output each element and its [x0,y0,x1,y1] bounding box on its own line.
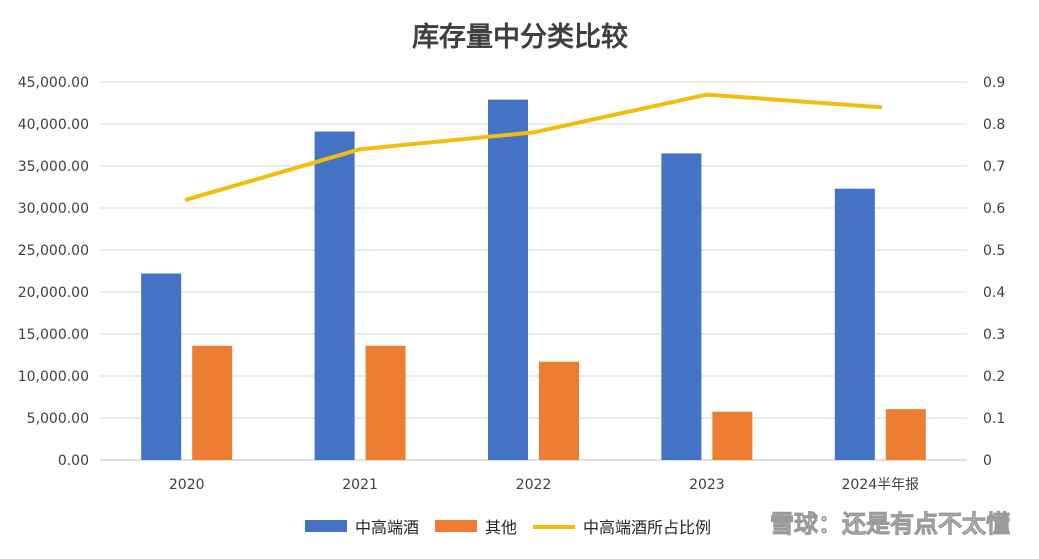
y-right-tick-label: 0.1 [983,411,1005,427]
y-right-tick-label: 0.9 [983,75,1005,91]
bar-other [539,361,579,460]
bar-other [885,409,926,460]
y-left-tick-label: 5,000.00 [27,411,89,427]
gridlines [100,81,967,461]
y-right-tick-label: 0.4 [983,285,1005,301]
chart-title: 库存量中分类比较 [412,21,628,53]
line-point [359,148,361,150]
y-left-tick-label: 20,000.00 [18,285,89,301]
bar-other [712,411,753,460]
bar-high-end [834,188,875,460]
bar-other [365,345,406,460]
y-left-tick-label: 40,000.00 [18,117,89,133]
x-tick-label: 2021 [342,477,378,493]
bar-high-end [661,153,702,460]
x-tick-label: 2024半年报 [841,477,919,493]
legend-label: 其他 [485,518,517,537]
y-left-tick-label: 15,000.00 [18,327,89,343]
bar-other [192,345,233,460]
legend-label: 中高端酒 [355,518,419,537]
y-axis-left: 0.00 5,000.00 10,000.00 15,000.00 20,000.00 2… [18,75,89,469]
y-axis-right: 0 0.1 0.2 0.3 0.4 0.5 0.6 0.7 0.8 0.9 [983,75,1005,469]
y-right-tick-label: 0.6 [983,201,1005,217]
legend-swatch [435,520,478,532]
y-right-tick-label: 0.7 [983,159,1005,175]
bar-high-end [488,99,528,460]
line-point [706,94,708,96]
line-point [533,131,534,133]
y-right-tick-label: 0.3 [983,327,1005,343]
y-right-tick-label: 0.5 [983,243,1005,259]
y-left-tick-label: 35,000.00 [18,159,89,175]
bar-high-end [141,273,182,460]
y-left-tick-label: 10,000.00 [18,369,89,385]
bar-high-end [314,131,355,460]
x-tick-label: 2020 [169,477,205,493]
x-axis: 2020 2021 2022 2023 2024半年报 [169,477,919,493]
watermark: 雪球：还是有点不太懂 [770,510,1010,538]
bars [141,99,926,460]
x-tick-label: 2023 [689,477,725,493]
y-left-tick-label: 30,000.00 [18,201,89,217]
legend-label: 中高端酒所占比例 [583,518,711,537]
line-point [186,199,188,201]
x-tick-label: 2022 [516,477,552,493]
y-left-tick-label: 45,000.00 [18,75,89,91]
legend-swatch [305,520,347,532]
y-left-tick-label: 25,000.00 [18,243,89,259]
y-right-tick-label: 0.2 [983,369,1005,385]
line-point [879,106,881,108]
y-right-tick-label: 0.8 [983,117,1005,133]
legend: 中高端酒 其他 中高端酒所占比例 [305,518,711,537]
y-left-tick-label: 0.00 [58,453,89,469]
y-right-tick-label: 0 [983,453,992,469]
ratio-line [184,92,883,202]
